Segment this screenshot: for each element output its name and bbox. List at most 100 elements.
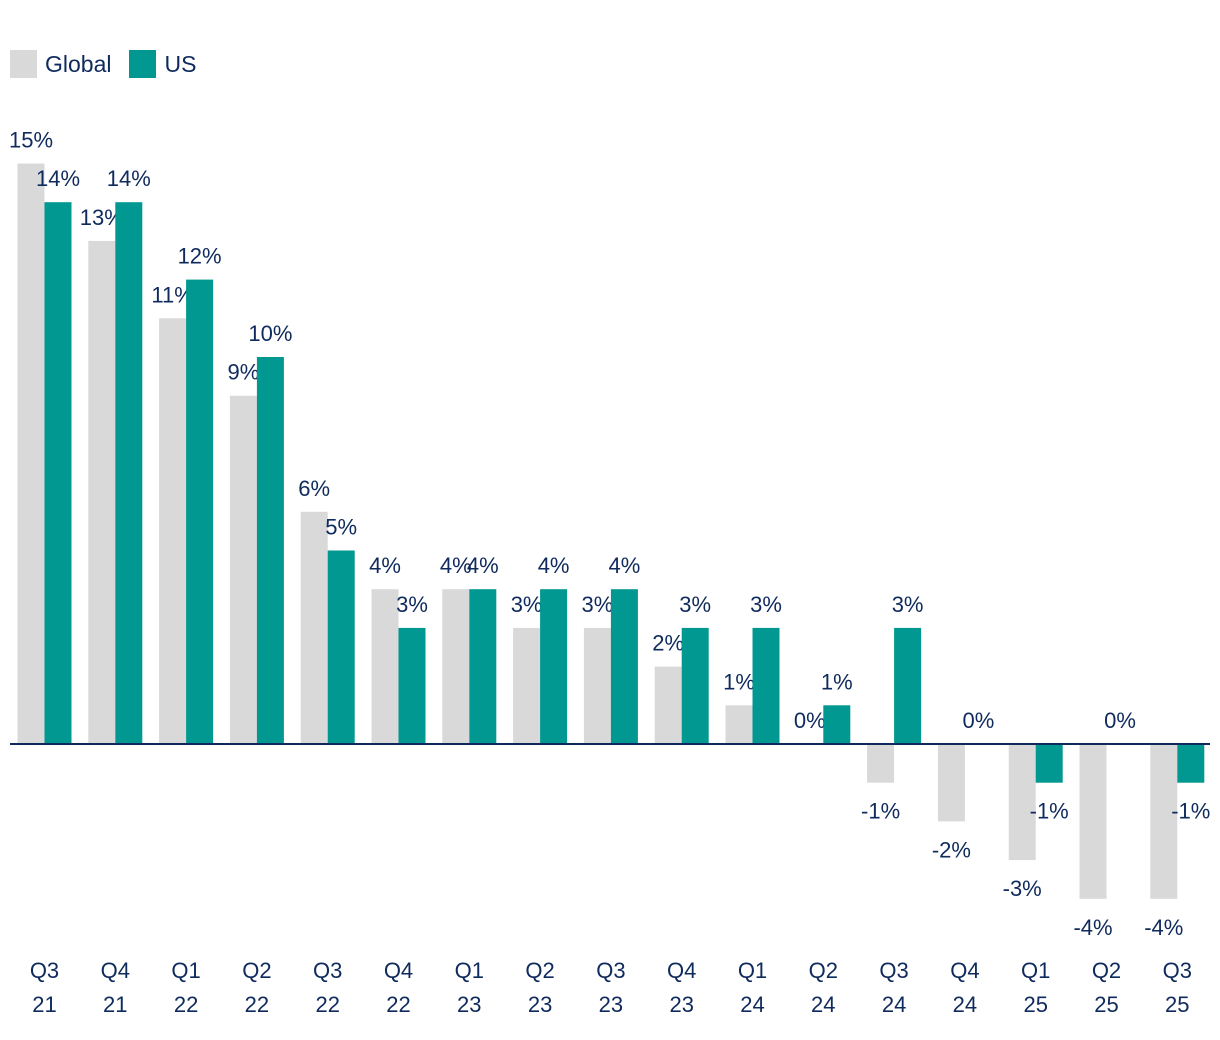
bar-global-13	[937, 744, 965, 822]
x-tick-quarter-15: Q2	[1092, 958, 1121, 983]
legend-item-global: Global	[10, 50, 111, 78]
bar-us-9	[681, 627, 709, 744]
bar-global-10	[725, 705, 753, 744]
x-tick-year-5: 22	[386, 992, 410, 1017]
x-tick-quarter-6: Q1	[455, 958, 484, 983]
x-tick-quarter-14: Q1	[1021, 958, 1050, 983]
value-label-global-8: 3%	[582, 592, 614, 617]
bar-global-9	[654, 666, 682, 744]
value-label-global-7: 3%	[511, 592, 543, 617]
x-tick-quarter-0: Q3	[30, 958, 59, 983]
value-label-global-12: -1%	[861, 799, 900, 824]
value-label-us-1: 14%	[107, 166, 151, 191]
x-tick-year-8: 23	[599, 992, 623, 1017]
value-label-global-15: -4%	[1073, 915, 1112, 940]
bar-global-15	[1079, 744, 1107, 899]
x-tick-quarter-13: Q4	[950, 958, 979, 983]
value-label-global-11: 0%	[794, 708, 826, 733]
bar-global-12	[867, 744, 895, 783]
x-tick-quarter-8: Q3	[596, 958, 625, 983]
bar-us-11	[823, 705, 851, 744]
bar-global-2	[159, 318, 187, 744]
value-label-us-4: 5%	[325, 515, 357, 540]
value-label-us-12: 3%	[892, 592, 924, 617]
value-label-global-3: 9%	[228, 360, 260, 385]
value-label-us-11: 1%	[821, 669, 853, 694]
x-tick-year-15: 25	[1094, 992, 1118, 1017]
x-tick-year-4: 22	[315, 992, 339, 1017]
bar-global-6	[442, 589, 470, 744]
x-tick-quarter-16: Q3	[1163, 958, 1192, 983]
value-label-us-10: 3%	[750, 592, 782, 617]
bar-us-7	[540, 589, 568, 744]
x-tick-year-14: 25	[1023, 992, 1047, 1017]
value-label-global-6: 4%	[440, 553, 472, 578]
x-tick-quarter-2: Q1	[171, 958, 200, 983]
value-label-us-9: 3%	[679, 592, 711, 617]
value-label-us-8: 4%	[609, 553, 641, 578]
bar-global-16	[1150, 744, 1178, 899]
value-label-us-6: 4%	[467, 553, 499, 578]
x-tick-quarter-11: Q2	[809, 958, 838, 983]
value-label-global-9: 2%	[652, 631, 684, 656]
value-label-us-14: -1%	[1030, 799, 1069, 824]
legend: Global US	[10, 49, 214, 79]
x-tick-quarter-1: Q4	[101, 958, 130, 983]
bar-global-5	[371, 589, 399, 744]
x-tick-year-13: 24	[953, 992, 977, 1017]
x-tick-year-2: 22	[174, 992, 198, 1017]
value-label-us-0: 14%	[36, 166, 80, 191]
value-label-us-7: 4%	[538, 553, 570, 578]
bar-global-0	[17, 163, 45, 744]
x-tick-year-16: 25	[1165, 992, 1189, 1017]
legend-swatch-global	[10, 50, 37, 78]
value-label-global-0: 15%	[9, 128, 53, 153]
bar-us-8	[610, 589, 638, 744]
bar-global-4	[300, 511, 328, 744]
value-label-us-16: -1%	[1171, 799, 1210, 824]
x-tick-year-10: 24	[740, 992, 764, 1017]
value-label-global-5: 4%	[369, 553, 401, 578]
bar-us-16	[1177, 744, 1205, 783]
x-tick-quarter-12: Q3	[879, 958, 908, 983]
bar-us-4	[327, 550, 355, 744]
bar-us-1	[115, 202, 143, 744]
legend-label-global: Global	[45, 50, 112, 77]
x-tick-quarter-9: Q4	[667, 958, 696, 983]
x-tick-year-0: 21	[32, 992, 56, 1017]
value-label-us-13: 0%	[963, 708, 995, 733]
bar-global-14	[1008, 744, 1036, 861]
x-tick-quarter-10: Q1	[738, 958, 767, 983]
x-tick-year-1: 21	[103, 992, 127, 1017]
bar-us-0	[44, 202, 72, 744]
bar-us-6	[469, 589, 497, 744]
bar-global-8	[583, 627, 611, 744]
bar-global-3	[229, 395, 257, 744]
bar-us-3	[256, 357, 284, 744]
value-label-global-10: 1%	[723, 669, 755, 694]
x-tick-year-6: 23	[457, 992, 481, 1017]
legend-label-us: US	[164, 50, 197, 77]
x-tick-quarter-3: Q2	[242, 958, 271, 983]
x-tick-quarter-7: Q2	[525, 958, 554, 983]
value-label-global-14: -3%	[1003, 876, 1042, 901]
value-label-global-16: -4%	[1144, 915, 1183, 940]
legend-item-us: US	[129, 50, 196, 78]
bar-us-5	[398, 627, 426, 744]
bar-global-7	[513, 627, 541, 744]
x-tick-quarter-4: Q3	[313, 958, 342, 983]
value-label-us-15: 0%	[1104, 708, 1136, 733]
x-tick-year-3: 22	[245, 992, 269, 1017]
value-label-us-3: 10%	[248, 321, 292, 346]
bar-us-14	[1035, 744, 1063, 783]
legend-swatch-us	[129, 50, 157, 78]
bar-global-1	[88, 240, 116, 744]
x-tick-year-7: 23	[528, 992, 552, 1017]
value-label-us-2: 12%	[178, 244, 222, 269]
bar-us-10	[752, 627, 780, 744]
x-tick-year-12: 24	[882, 992, 906, 1017]
value-label-us-5: 3%	[396, 592, 428, 617]
x-tick-year-11: 24	[811, 992, 835, 1017]
x-tick-year-9: 23	[669, 992, 693, 1017]
